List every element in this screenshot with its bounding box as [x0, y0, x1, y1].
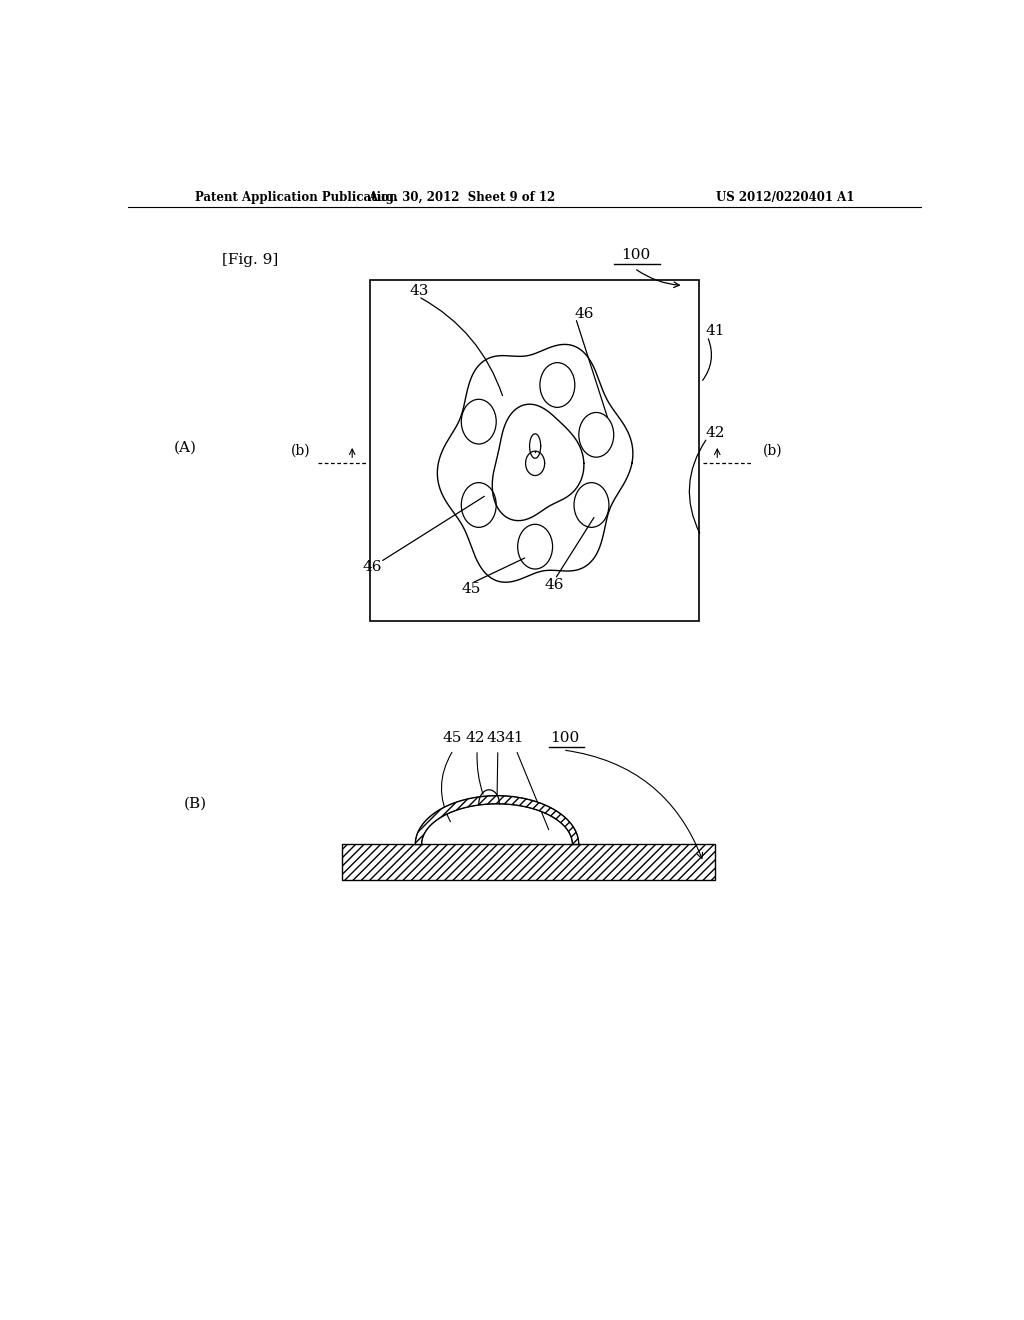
Text: 41: 41: [505, 731, 524, 744]
Text: 45: 45: [442, 731, 462, 744]
Text: 42: 42: [466, 731, 485, 744]
Text: Aug. 30, 2012  Sheet 9 of 12: Aug. 30, 2012 Sheet 9 of 12: [368, 190, 555, 203]
Text: (b): (b): [763, 444, 782, 458]
Text: (B): (B): [184, 797, 207, 810]
Bar: [342, 845, 715, 880]
Text: 43: 43: [410, 284, 429, 297]
Bar: [342, 845, 715, 880]
Text: 42: 42: [706, 426, 725, 440]
Text: (A): (A): [174, 441, 197, 455]
Text: 46: 46: [574, 308, 594, 321]
Bar: [370, 280, 699, 620]
Text: Patent Application Publication: Patent Application Publication: [196, 190, 398, 203]
Text: (b): (b): [291, 444, 310, 458]
Text: 46: 46: [362, 560, 382, 574]
Text: 100: 100: [550, 731, 580, 744]
Text: 45: 45: [461, 582, 480, 597]
Polygon shape: [416, 796, 579, 845]
Text: 100: 100: [622, 248, 650, 263]
Text: 41: 41: [706, 325, 725, 338]
Text: [Fig. 9]: [Fig. 9]: [221, 253, 278, 267]
Text: 46: 46: [545, 578, 564, 593]
Text: 43: 43: [486, 731, 506, 744]
Text: US 2012/0220401 A1: US 2012/0220401 A1: [716, 190, 854, 203]
